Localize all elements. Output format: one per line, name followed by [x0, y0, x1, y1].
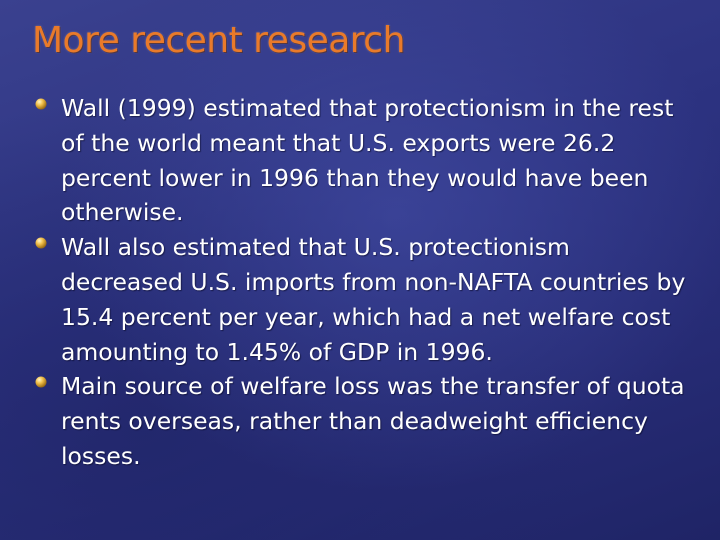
bullet-text: Main source of welfare loss was the tran… [61, 372, 685, 470]
bullet-item: Wall also estimated that U.S. protection… [0, 230, 720, 369]
bullet-text: Wall (1999) estimated that protectionism… [61, 94, 674, 227]
slide-title: More recent research [32, 20, 405, 61]
bullet-text: Wall also estimated that U.S. protection… [61, 233, 686, 366]
bullet-icon [35, 237, 47, 249]
bullet-icon [35, 376, 47, 388]
bullet-item: Wall (1999) estimated that protectionism… [0, 91, 720, 230]
bullet-icon [35, 98, 47, 110]
bullet-list: Wall (1999) estimated that protectionism… [0, 91, 720, 474]
bullet-item: Main source of welfare loss was the tran… [0, 369, 720, 473]
